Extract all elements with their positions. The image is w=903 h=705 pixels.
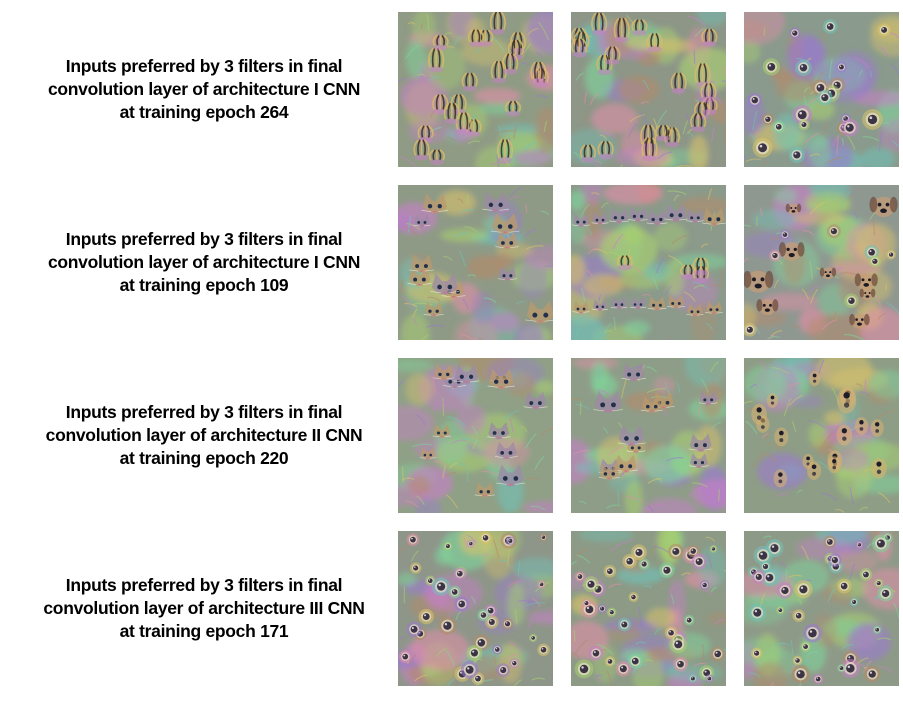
- caption-line: at training epoch 171: [119, 621, 289, 641]
- caption-line: Inputs preferred by 3 filters in final: [65, 229, 343, 249]
- filter-visualization-image: [571, 358, 726, 513]
- filter-visualization-image: [398, 358, 553, 513]
- filter-visualization-image: [744, 358, 899, 513]
- caption-line: Inputs preferred by 3 filters in final: [65, 402, 343, 422]
- caption-line: convolution layer of architecture I CNN: [47, 252, 361, 272]
- figure-row-3: Inputs preferred by 3 filters in final c…: [0, 358, 903, 513]
- caption-line: convolution layer of architecture II CNN: [45, 425, 363, 445]
- figure-row-2: Inputs preferred by 3 filters in final c…: [0, 185, 903, 340]
- caption-line: at training epoch 264: [119, 102, 289, 122]
- caption-line: convolution layer of architecture III CN…: [43, 598, 365, 618]
- caption-line: Inputs preferred by 3 filters in final: [65, 575, 343, 595]
- row-caption: Inputs preferred by 3 filters in final c…: [10, 185, 398, 340]
- caption-line: at training epoch 109: [119, 275, 289, 295]
- filter-visualization-image: [398, 531, 553, 686]
- row-caption: Inputs preferred by 3 filters in final c…: [10, 12, 398, 167]
- filter-visualization-image: [744, 12, 899, 167]
- caption-line: Inputs preferred by 3 filters in final: [65, 56, 343, 76]
- figure-row-1: Inputs preferred by 3 filters in final c…: [0, 12, 903, 167]
- row-caption: Inputs preferred by 3 filters in final c…: [10, 531, 398, 686]
- row-caption: Inputs preferred by 3 filters in final c…: [10, 358, 398, 513]
- caption-line: at training epoch 220: [119, 448, 289, 468]
- filter-visualization-image: [571, 531, 726, 686]
- filter-visualization-image: [398, 185, 553, 340]
- filter-visualization-image: [744, 185, 899, 340]
- filter-visualization-image: [571, 185, 726, 340]
- caption-line: convolution layer of architecture I CNN: [47, 79, 361, 99]
- filter-visualization-image: [744, 531, 899, 686]
- filter-visualization-image: [398, 12, 553, 167]
- figure-row-4: Inputs preferred by 3 filters in final c…: [0, 531, 903, 686]
- filter-visualization-image: [571, 12, 726, 167]
